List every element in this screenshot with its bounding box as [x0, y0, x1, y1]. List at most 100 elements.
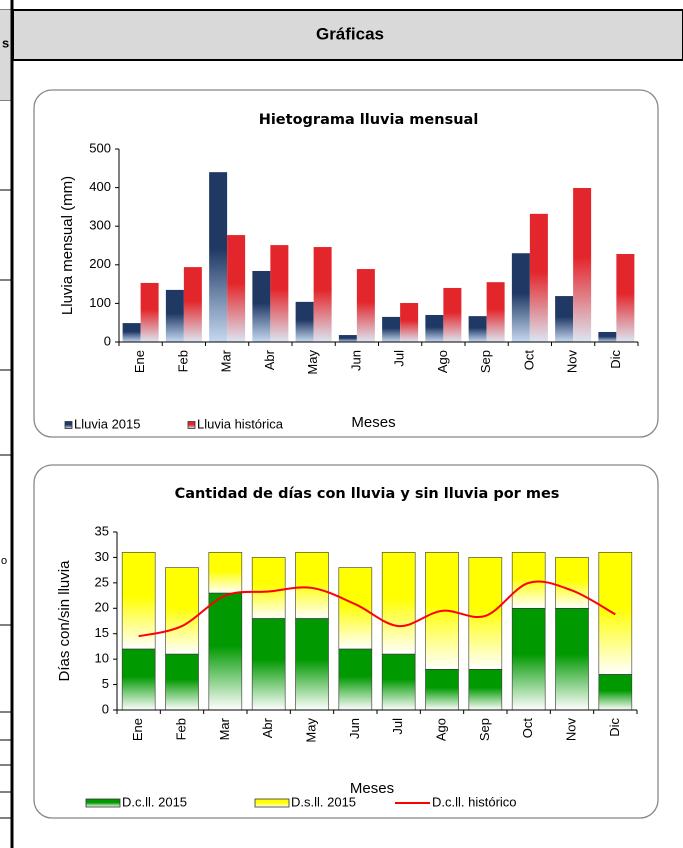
y-axis-label: Lluvia mensual (mm) [59, 176, 76, 315]
bar [468, 557, 503, 670]
chart-title: Cantidad de días con lluvia y sin lluvia… [175, 486, 560, 502]
bar [165, 289, 184, 342]
bar [295, 552, 329, 619]
legend-label: D.c.ll. 2015 [122, 794, 187, 809]
x-tick-label: May [305, 350, 320, 375]
legend-symbol [187, 421, 196, 429]
bar [251, 557, 286, 619]
bar [209, 172, 228, 342]
x-tick-label: Feb [173, 718, 188, 740]
x-tick-label: Nov [565, 350, 580, 374]
bar [208, 592, 243, 711]
bar [121, 648, 156, 711]
legend-symbol [64, 421, 73, 429]
bar [616, 253, 635, 342]
bar [381, 653, 416, 711]
bar [382, 316, 401, 342]
bar [529, 213, 548, 342]
bar [122, 323, 141, 342]
x-tick-label: Ago [435, 350, 450, 373]
x-tick-label: Jun [347, 718, 362, 739]
y-tick-label: 200 [89, 256, 111, 271]
bar [270, 245, 289, 342]
y-tick-label: 5 [102, 676, 109, 691]
x-tick-label: Dic [608, 350, 623, 369]
y-tick-label: 10 [95, 651, 109, 666]
bar [338, 648, 373, 711]
x-tick-label: Dic [607, 718, 622, 737]
bar [555, 296, 574, 342]
y-tick-label: 500 [89, 140, 111, 155]
bar [338, 567, 373, 650]
bar [425, 669, 459, 711]
x-axis-label: Meses [350, 780, 394, 797]
bar [140, 282, 159, 342]
bar [486, 282, 505, 342]
bar [555, 607, 589, 711]
x-tick-label: Ene [132, 350, 147, 373]
chart-title: Hietograma lluvia mensual [259, 112, 479, 128]
legend-symbol [254, 798, 290, 808]
bar [227, 235, 246, 342]
chart-panel [33, 89, 659, 438]
x-tick-label: Jun [348, 350, 363, 371]
bar [165, 653, 199, 711]
bar [121, 552, 156, 650]
x-tick-label: Mar [219, 349, 234, 372]
y-tick-label: 25 [95, 574, 109, 589]
x-tick-label: Jul [390, 718, 405, 735]
x-tick-label: Nov [563, 718, 578, 742]
y-tick-label: 400 [89, 179, 111, 194]
bar [295, 301, 314, 342]
legend-symbol [85, 798, 121, 808]
x-tick-label: Ago [433, 718, 448, 741]
legend-label: D.c.ll. histórico [432, 794, 517, 809]
bar [381, 552, 416, 655]
bar [338, 335, 357, 342]
header-bar [12, 9, 683, 61]
x-tick-label: Sep [477, 718, 492, 741]
bar [598, 331, 617, 342]
y-tick-label: 100 [89, 295, 111, 310]
y-tick-label: 0 [102, 701, 109, 716]
bar [251, 618, 286, 711]
y-axis-label: Días con/sin lluvia [56, 560, 73, 682]
bar [400, 303, 419, 342]
bar [573, 187, 592, 342]
x-tick-label: Abr [262, 349, 277, 370]
bar [252, 270, 271, 342]
x-tick-label: Oct [520, 718, 535, 739]
x-tick-label: Sep [478, 350, 493, 373]
bar [443, 287, 462, 342]
bar [425, 314, 444, 342]
left-fragment: o [1, 555, 7, 567]
line-series [138, 580, 616, 638]
x-tick-label: Abr [260, 717, 275, 738]
charts: Hietograma lluvia mensual Lluvia mensual … [56, 112, 639, 809]
y-tick-label: 15 [95, 625, 109, 640]
legend-label: D.s.ll. 2015 [291, 794, 356, 809]
x-tick-label: Ene [130, 718, 145, 741]
y-tick-label: 0 [104, 333, 111, 348]
bar [511, 607, 546, 711]
legend-label: Lluvia histórica [197, 416, 284, 431]
bar [555, 557, 589, 609]
header-title: Gráficas [316, 24, 384, 43]
x-tick-label: Mar [217, 717, 232, 740]
bar [598, 674, 633, 711]
x-tick-label: Feb [175, 350, 190, 372]
bar [356, 269, 375, 342]
bar [165, 567, 199, 655]
bar [468, 316, 487, 342]
y-tick-label: 20 [95, 600, 109, 615]
bar [295, 618, 329, 711]
bar [511, 253, 530, 342]
legend-label: Lluvia 2015 [74, 416, 141, 431]
left-header-cell [0, 10, 12, 100]
bar [208, 552, 243, 594]
x-tick-label: May [303, 718, 318, 743]
bar [183, 267, 202, 342]
y-tick-label: 35 [95, 523, 109, 538]
bar [468, 669, 503, 711]
